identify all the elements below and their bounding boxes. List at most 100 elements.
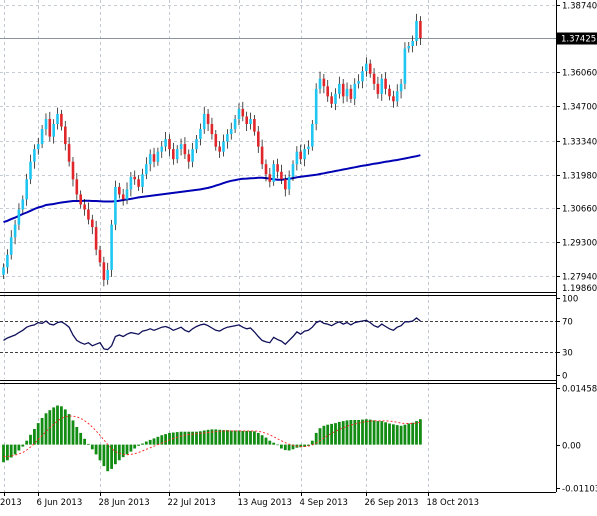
- macd-histogram-bar: [260, 435, 264, 445]
- macd-tick-label: 0.00: [562, 442, 581, 452]
- bull-candle: [411, 41, 414, 46]
- macd-histogram-bar: [334, 423, 337, 445]
- macd-histogram-bar: [114, 444, 117, 465]
- bear-candle: [368, 63, 372, 74]
- bull-candle: [156, 151, 160, 162]
- macd-histogram-bar: [13, 444, 17, 455]
- date-tick-label: 28 Jun 2013: [99, 498, 150, 508]
- macd-histogram-bar: [164, 434, 167, 445]
- price-tick-label: 1.29300: [562, 239, 597, 249]
- macd-histogram-bar: [249, 430, 252, 445]
- macd-histogram-bar: [372, 420, 376, 445]
- bull-candle: [148, 154, 152, 165]
- bull-candle: [199, 129, 202, 140]
- bull-candle: [353, 83, 357, 99]
- bull-candle: [191, 149, 194, 162]
- price-bottom-label: 1.19860: [562, 284, 597, 294]
- macd-histogram-bar: [395, 425, 399, 445]
- bear-candle: [118, 186, 121, 195]
- macd-layer: [2, 405, 422, 472]
- bull-candle: [33, 149, 36, 162]
- bear-candle: [218, 146, 221, 152]
- bear-candle: [260, 146, 264, 165]
- macd-histogram-bar: [75, 427, 79, 445]
- macd-histogram-bar: [229, 430, 233, 445]
- macd-histogram-bar: [44, 413, 48, 445]
- bear-candle: [419, 20, 422, 38]
- bull-candle: [9, 237, 13, 255]
- bear-candle: [172, 149, 175, 160]
- macd-histogram-bar: [175, 432, 179, 445]
- bull-candle: [380, 78, 384, 94]
- macd-histogram-bar: [21, 444, 25, 447]
- bull-candle: [114, 186, 117, 225]
- bear-candle: [64, 126, 67, 145]
- macd-histogram-bar: [9, 444, 13, 458]
- macd-histogram-bar: [6, 444, 9, 461]
- macd-histogram-bar: [318, 428, 322, 445]
- bull-candle: [357, 81, 360, 84]
- macd-histogram-bar: [40, 418, 44, 445]
- bull-candle: [226, 134, 229, 142]
- macd-histogram-bar: [237, 430, 241, 445]
- bear-candle: [168, 139, 171, 150]
- bull-candle: [403, 48, 407, 84]
- macd-histogram-bar: [330, 423, 333, 445]
- macd-histogram-bar: [202, 430, 206, 445]
- bear-candle: [388, 88, 391, 97]
- bear-candle: [376, 83, 380, 94]
- bear-candle: [48, 119, 52, 137]
- macd-histogram-bar: [337, 421, 341, 445]
- macd-histogram-bar: [195, 431, 198, 445]
- bull-candle: [36, 144, 40, 150]
- bull-candle: [361, 71, 364, 82]
- macd-histogram-bar: [152, 438, 156, 445]
- bull-candle: [395, 91, 399, 102]
- macd-histogram-bar: [364, 419, 368, 445]
- macd-histogram-bar: [98, 444, 102, 461]
- bull-candle: [345, 88, 349, 97]
- macd-signal-line: [3, 415, 421, 457]
- macd-histogram-bar: [210, 429, 214, 445]
- date-tick-label: 13 Aug 2013: [238, 498, 292, 508]
- bull-candle: [415, 20, 418, 41]
- macd-histogram-bar: [129, 444, 133, 452]
- macd-histogram-bar: [67, 414, 71, 445]
- bull-candle: [365, 63, 368, 72]
- bull-candle: [311, 124, 314, 147]
- rsi-tick-label: 100: [562, 295, 578, 305]
- macd-histogram-bar: [326, 424, 330, 445]
- bear-candle: [75, 179, 79, 195]
- macd-histogram-bar: [253, 431, 256, 445]
- macd-histogram-bar: [90, 444, 94, 450]
- bull-candle: [2, 267, 5, 275]
- macd-histogram-bar: [156, 436, 160, 445]
- macd-histogram-bar: [272, 442, 276, 445]
- bear-candle: [71, 161, 75, 180]
- bear-candle: [91, 219, 94, 228]
- bull-candle: [179, 144, 183, 150]
- bear-candle: [280, 171, 283, 180]
- bear-candle: [268, 174, 272, 182]
- macd-histogram-bar: [56, 405, 59, 445]
- bear-candle: [330, 96, 333, 104]
- price-tick-label: 1.30660: [562, 205, 597, 215]
- macd-histogram-bar: [29, 434, 32, 445]
- macd-histogram-bar: [357, 420, 360, 445]
- bear-candle: [133, 176, 136, 180]
- bear-candle: [187, 154, 191, 162]
- macd-histogram-bar: [137, 444, 140, 446]
- bull-candle: [307, 146, 310, 150]
- bull-candle: [222, 141, 225, 152]
- macd-histogram-bar: [2, 444, 5, 463]
- macd-histogram-bar: [399, 425, 403, 445]
- date-tick-label: 22 Jul 2013: [168, 498, 216, 508]
- macd-histogram-bar: [179, 431, 183, 445]
- macd-histogram-bar: [94, 444, 98, 455]
- bull-candle: [21, 199, 25, 210]
- bull-candle: [52, 124, 55, 137]
- bull-candle: [233, 119, 237, 130]
- bull-candle: [202, 113, 206, 129]
- bull-candle: [334, 93, 337, 104]
- bull-candle: [249, 119, 252, 124]
